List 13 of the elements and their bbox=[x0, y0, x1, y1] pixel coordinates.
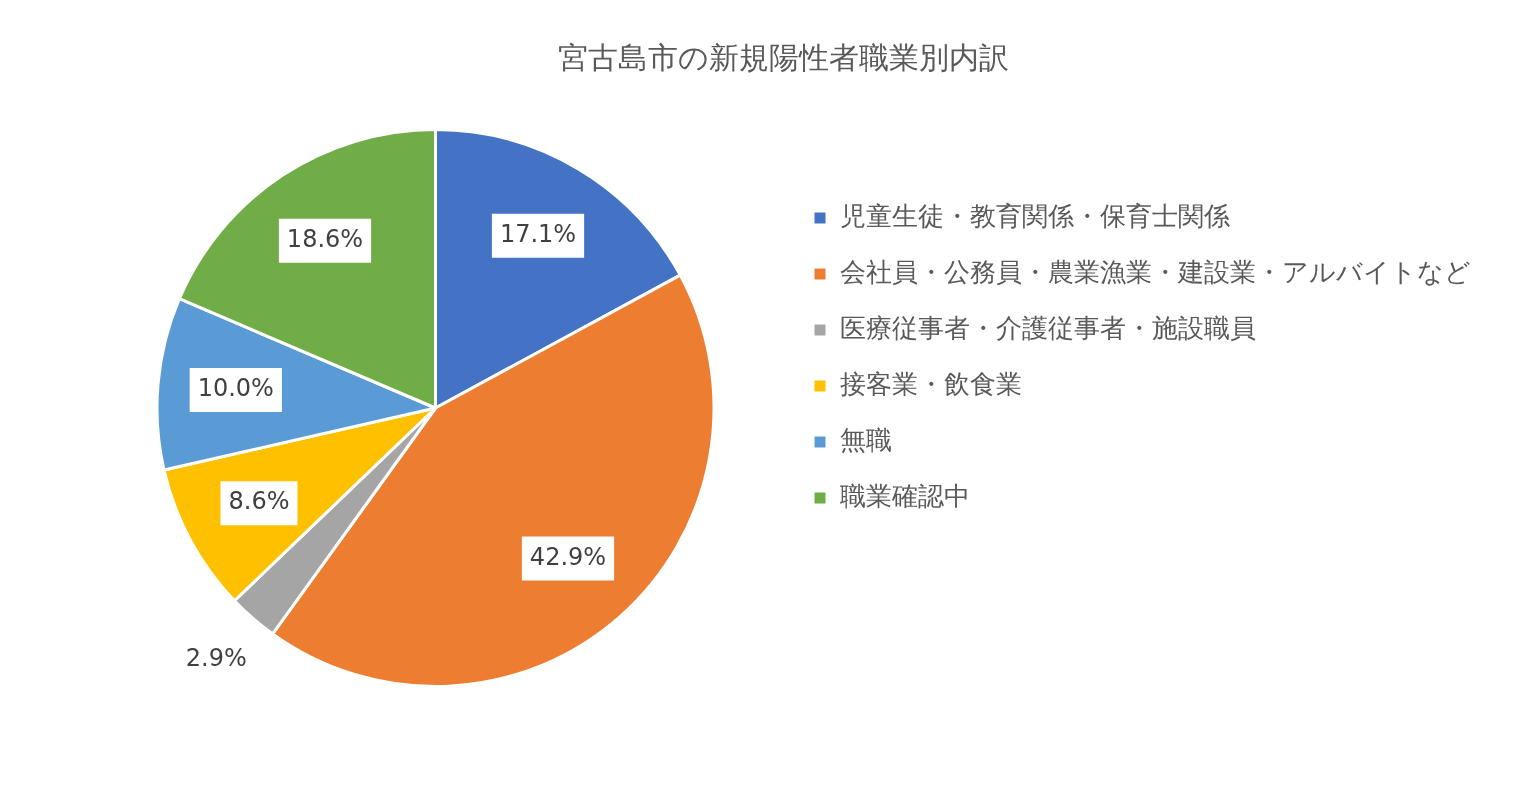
legend-label: 医療従事者・介護従事者・施設職員 bbox=[840, 312, 1256, 343]
legend-label: 児童生徒・教育関係・保育士関係 bbox=[840, 200, 1230, 231]
data-label: 8.6% bbox=[228, 487, 290, 516]
chart-title: 宮古島市の新規陽性者職業別内訳 bbox=[557, 39, 1009, 75]
legend-label: 会社員・公務員・農業漁業・建設業・アルバイトなど bbox=[840, 256, 1471, 287]
data-label: 17.1% bbox=[499, 219, 577, 248]
data-label: 18.6% bbox=[286, 224, 364, 253]
legend-label: 無職 bbox=[840, 424, 892, 455]
data-label: 10.0% bbox=[197, 374, 274, 403]
data-label: 42.9% bbox=[529, 542, 607, 571]
legend-label: 接客業・飲食業 bbox=[840, 368, 1022, 399]
data-label: 2.9% bbox=[185, 644, 247, 673]
legend-label: 職業確認中 bbox=[840, 480, 970, 511]
